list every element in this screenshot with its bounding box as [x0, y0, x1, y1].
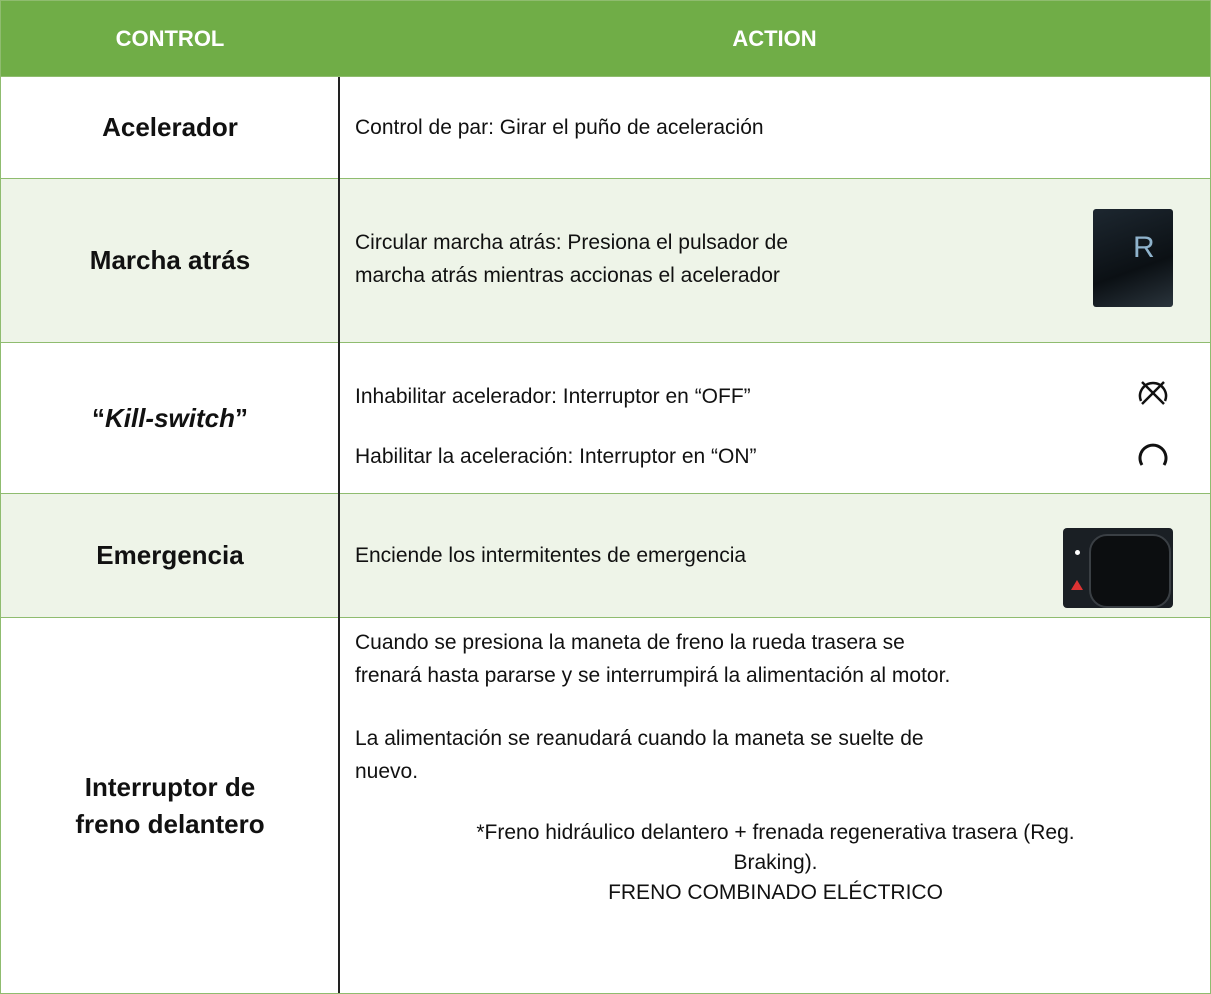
action-text: Braking).: [733, 851, 818, 874]
action-text: *Freno hidráulico delantero + frenada re…: [476, 821, 1075, 844]
table-row: Acelerador Control de par: Girar el puño…: [1, 77, 1210, 179]
action-cell: Circular marcha atrás: Presiona el pulsa…: [341, 179, 1210, 342]
action-text: frenará hasta pararse y se interrumpirá …: [355, 664, 951, 687]
table-row: Marcha atrás Circular marcha atrás: Pres…: [1, 179, 1210, 343]
action-text: Enciende los intermitentes de emergencia: [355, 544, 747, 567]
action-cell: Enciende los intermitentes de emergencia: [341, 494, 1210, 617]
action-text: nuevo.: [355, 760, 419, 783]
action-cell: Control de par: Girar el puño de acelera…: [341, 77, 1210, 178]
header-cell: CONTROL: [115, 26, 225, 51]
kill-off-icon: [1138, 381, 1168, 405]
action-text: Control de par: Girar el puño de acelera…: [355, 116, 764, 139]
action-text: FRENO COMBINADO ELÉCTRICO: [608, 881, 943, 904]
control-text: Kill-switch: [104, 402, 235, 433]
table-row: Emergencia Enciende los intermitentes de…: [1, 494, 1210, 618]
action-cell: Cuando se presiona la maneta de freno la…: [341, 618, 1210, 993]
table-row: Interruptor de freno delantero Cuando se …: [1, 618, 1210, 993]
quote: ”: [235, 402, 248, 433]
hazard-symbol: [1071, 580, 1083, 590]
table-row: “Kill-switch” Inhabilitar acelerador: In…: [1, 343, 1210, 494]
action-text: Habilitar la aceleración: Interruptor en…: [355, 445, 757, 468]
action-text: Cuando se presiona la maneta de freno la…: [355, 631, 905, 654]
action-text: Inhabilitar acelerador: Interruptor en “…: [355, 385, 751, 408]
paragraph: La alimentación se reanudará cuando la m…: [355, 722, 1210, 788]
led: [1075, 550, 1080, 555]
control-text: freno delantero: [75, 808, 265, 839]
action-text: La alimentación se reanudará cuando la m…: [355, 727, 924, 750]
emergency-button-photo: [1063, 528, 1173, 608]
paragraph: *Freno hidráulico delantero + frenada re…: [341, 818, 1210, 908]
action-text: Circular marcha atrás: Presiona el pulsa…: [355, 231, 789, 254]
action-text: marcha atrás mientras accionas el aceler…: [355, 264, 780, 287]
reverse-button-photo: R: [1093, 209, 1173, 307]
control-cell: Marcha atrás: [89, 245, 251, 275]
quote: “: [91, 402, 105, 433]
header-row: CONTROL ACTION: [1, 1, 1210, 77]
button-shape: [1089, 534, 1171, 608]
control-cell: “Kill-switch”: [1, 343, 339, 493]
icon-text: R: [1133, 231, 1155, 264]
kill-on-icon: [1138, 443, 1168, 466]
control-cell: Interruptor de freno delantero: [1, 618, 339, 993]
header-cell: ACTION: [732, 26, 817, 51]
column-divider: [338, 77, 340, 993]
control-text: Interruptor de: [84, 771, 256, 802]
control-cell: Acelerador: [102, 112, 238, 142]
paragraph: Cuando se presiona la maneta de freno la…: [355, 626, 1210, 692]
control-cell: Emergencia: [96, 540, 244, 570]
action-cell: Inhabilitar acelerador: Interruptor en “…: [341, 343, 1210, 493]
